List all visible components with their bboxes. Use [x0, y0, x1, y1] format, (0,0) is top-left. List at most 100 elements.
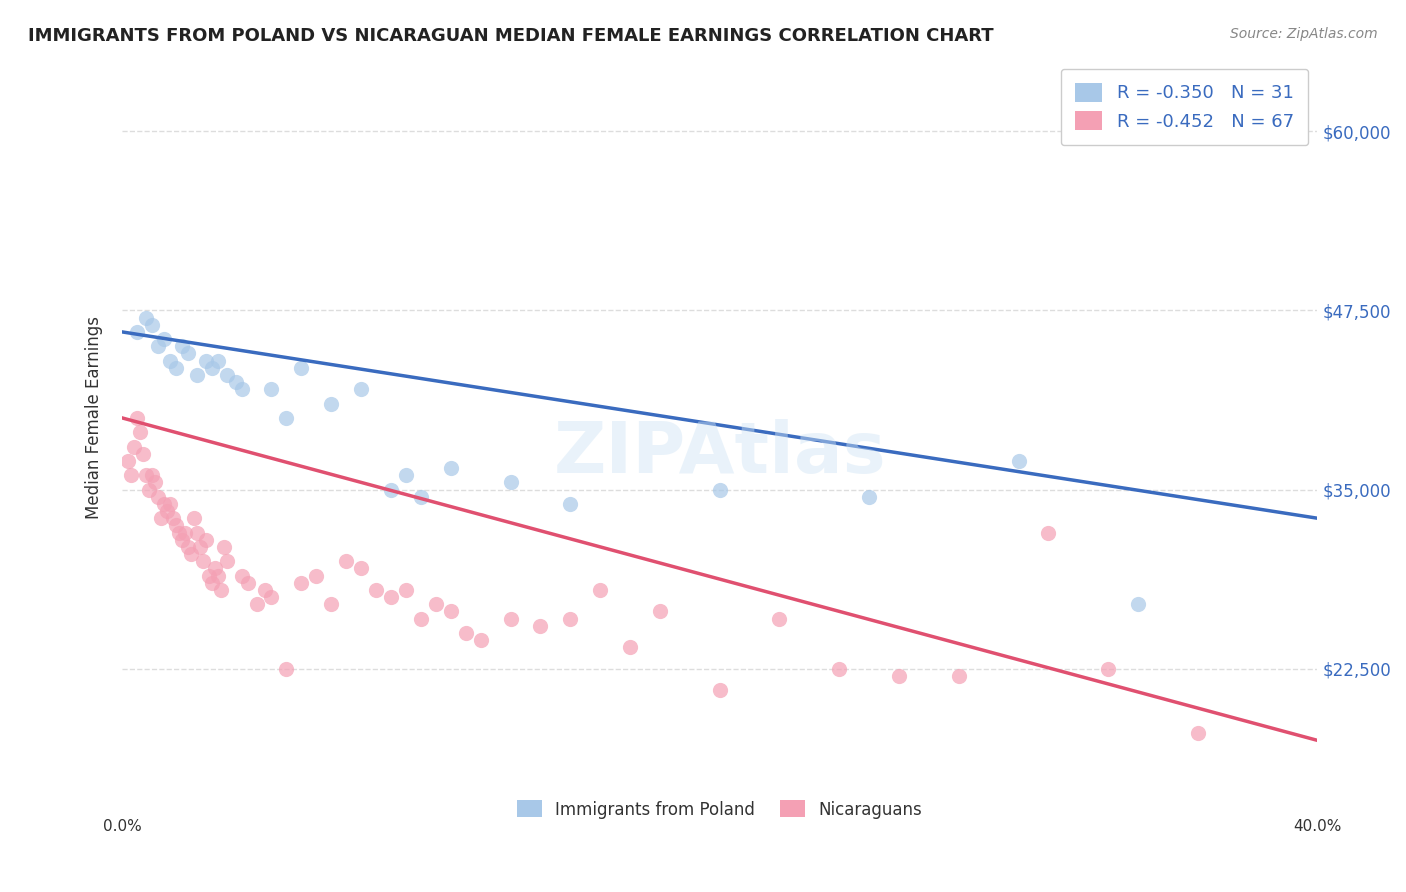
- Point: [858, 490, 880, 504]
- Point: [170, 533, 193, 547]
- Point: [305, 568, 328, 582]
- Point: [146, 490, 169, 504]
- Point: [135, 310, 157, 325]
- Point: [125, 325, 148, 339]
- Point: [380, 483, 402, 497]
- Point: [768, 611, 790, 625]
- Point: [440, 604, 463, 618]
- Point: [173, 525, 195, 540]
- Point: [887, 669, 910, 683]
- Point: [146, 339, 169, 353]
- Point: [215, 368, 238, 382]
- Point: [395, 468, 418, 483]
- Point: [321, 396, 343, 410]
- Point: [560, 497, 582, 511]
- Point: [117, 454, 139, 468]
- Point: [1038, 525, 1060, 540]
- Point: [141, 468, 163, 483]
- Point: [254, 582, 277, 597]
- Point: [149, 511, 172, 525]
- Point: [197, 568, 219, 582]
- Point: [499, 475, 522, 490]
- Text: Source: ZipAtlas.com: Source: ZipAtlas.com: [1230, 27, 1378, 41]
- Legend: Immigrants from Poland, Nicaraguans: Immigrants from Poland, Nicaraguans: [510, 794, 929, 825]
- Point: [231, 568, 253, 582]
- Point: [129, 425, 152, 440]
- Point: [165, 518, 187, 533]
- Point: [529, 618, 551, 632]
- Point: [364, 582, 387, 597]
- Point: [153, 497, 176, 511]
- Point: [321, 597, 343, 611]
- Point: [180, 547, 202, 561]
- Point: [350, 561, 373, 575]
- Point: [1007, 454, 1029, 468]
- Point: [215, 554, 238, 568]
- Point: [231, 382, 253, 396]
- Point: [201, 575, 224, 590]
- Point: [454, 625, 477, 640]
- Point: [260, 382, 283, 396]
- Point: [186, 525, 208, 540]
- Point: [183, 511, 205, 525]
- Point: [153, 332, 176, 346]
- Text: IMMIGRANTS FROM POLAND VS NICARAGUAN MEDIAN FEMALE EARNINGS CORRELATION CHART: IMMIGRANTS FROM POLAND VS NICARAGUAN MED…: [28, 27, 994, 45]
- Point: [207, 353, 229, 368]
- Point: [828, 662, 851, 676]
- Point: [236, 575, 259, 590]
- Point: [177, 540, 200, 554]
- Point: [425, 597, 447, 611]
- Point: [225, 375, 247, 389]
- Point: [619, 640, 641, 655]
- Point: [409, 490, 432, 504]
- Point: [276, 410, 298, 425]
- Y-axis label: Median Female Earnings: Median Female Earnings: [86, 317, 103, 519]
- Point: [409, 611, 432, 625]
- Text: 40.0%: 40.0%: [1294, 819, 1341, 834]
- Point: [290, 360, 312, 375]
- Point: [159, 353, 181, 368]
- Point: [499, 611, 522, 625]
- Point: [380, 590, 402, 604]
- Point: [201, 360, 224, 375]
- Point: [290, 575, 312, 590]
- Text: 0.0%: 0.0%: [103, 819, 142, 834]
- Point: [709, 483, 731, 497]
- Point: [162, 511, 184, 525]
- Point: [648, 604, 671, 618]
- Point: [440, 461, 463, 475]
- Point: [143, 475, 166, 490]
- Point: [207, 568, 229, 582]
- Point: [167, 525, 190, 540]
- Point: [948, 669, 970, 683]
- Point: [209, 582, 232, 597]
- Point: [395, 582, 418, 597]
- Point: [260, 590, 283, 604]
- Point: [350, 382, 373, 396]
- Point: [156, 504, 179, 518]
- Point: [245, 597, 267, 611]
- Point: [125, 410, 148, 425]
- Point: [141, 318, 163, 332]
- Point: [186, 368, 208, 382]
- Point: [138, 483, 160, 497]
- Point: [170, 339, 193, 353]
- Point: [132, 447, 155, 461]
- Point: [470, 633, 492, 648]
- Text: ZIPAtlas: ZIPAtlas: [554, 419, 886, 488]
- Point: [1187, 726, 1209, 740]
- Point: [212, 540, 235, 554]
- Point: [120, 468, 142, 483]
- Point: [709, 683, 731, 698]
- Point: [122, 440, 145, 454]
- Point: [1126, 597, 1149, 611]
- Point: [135, 468, 157, 483]
- Point: [204, 561, 226, 575]
- Point: [191, 554, 214, 568]
- Point: [276, 662, 298, 676]
- Point: [335, 554, 357, 568]
- Point: [165, 360, 187, 375]
- Point: [188, 540, 211, 554]
- Point: [560, 611, 582, 625]
- Point: [194, 533, 217, 547]
